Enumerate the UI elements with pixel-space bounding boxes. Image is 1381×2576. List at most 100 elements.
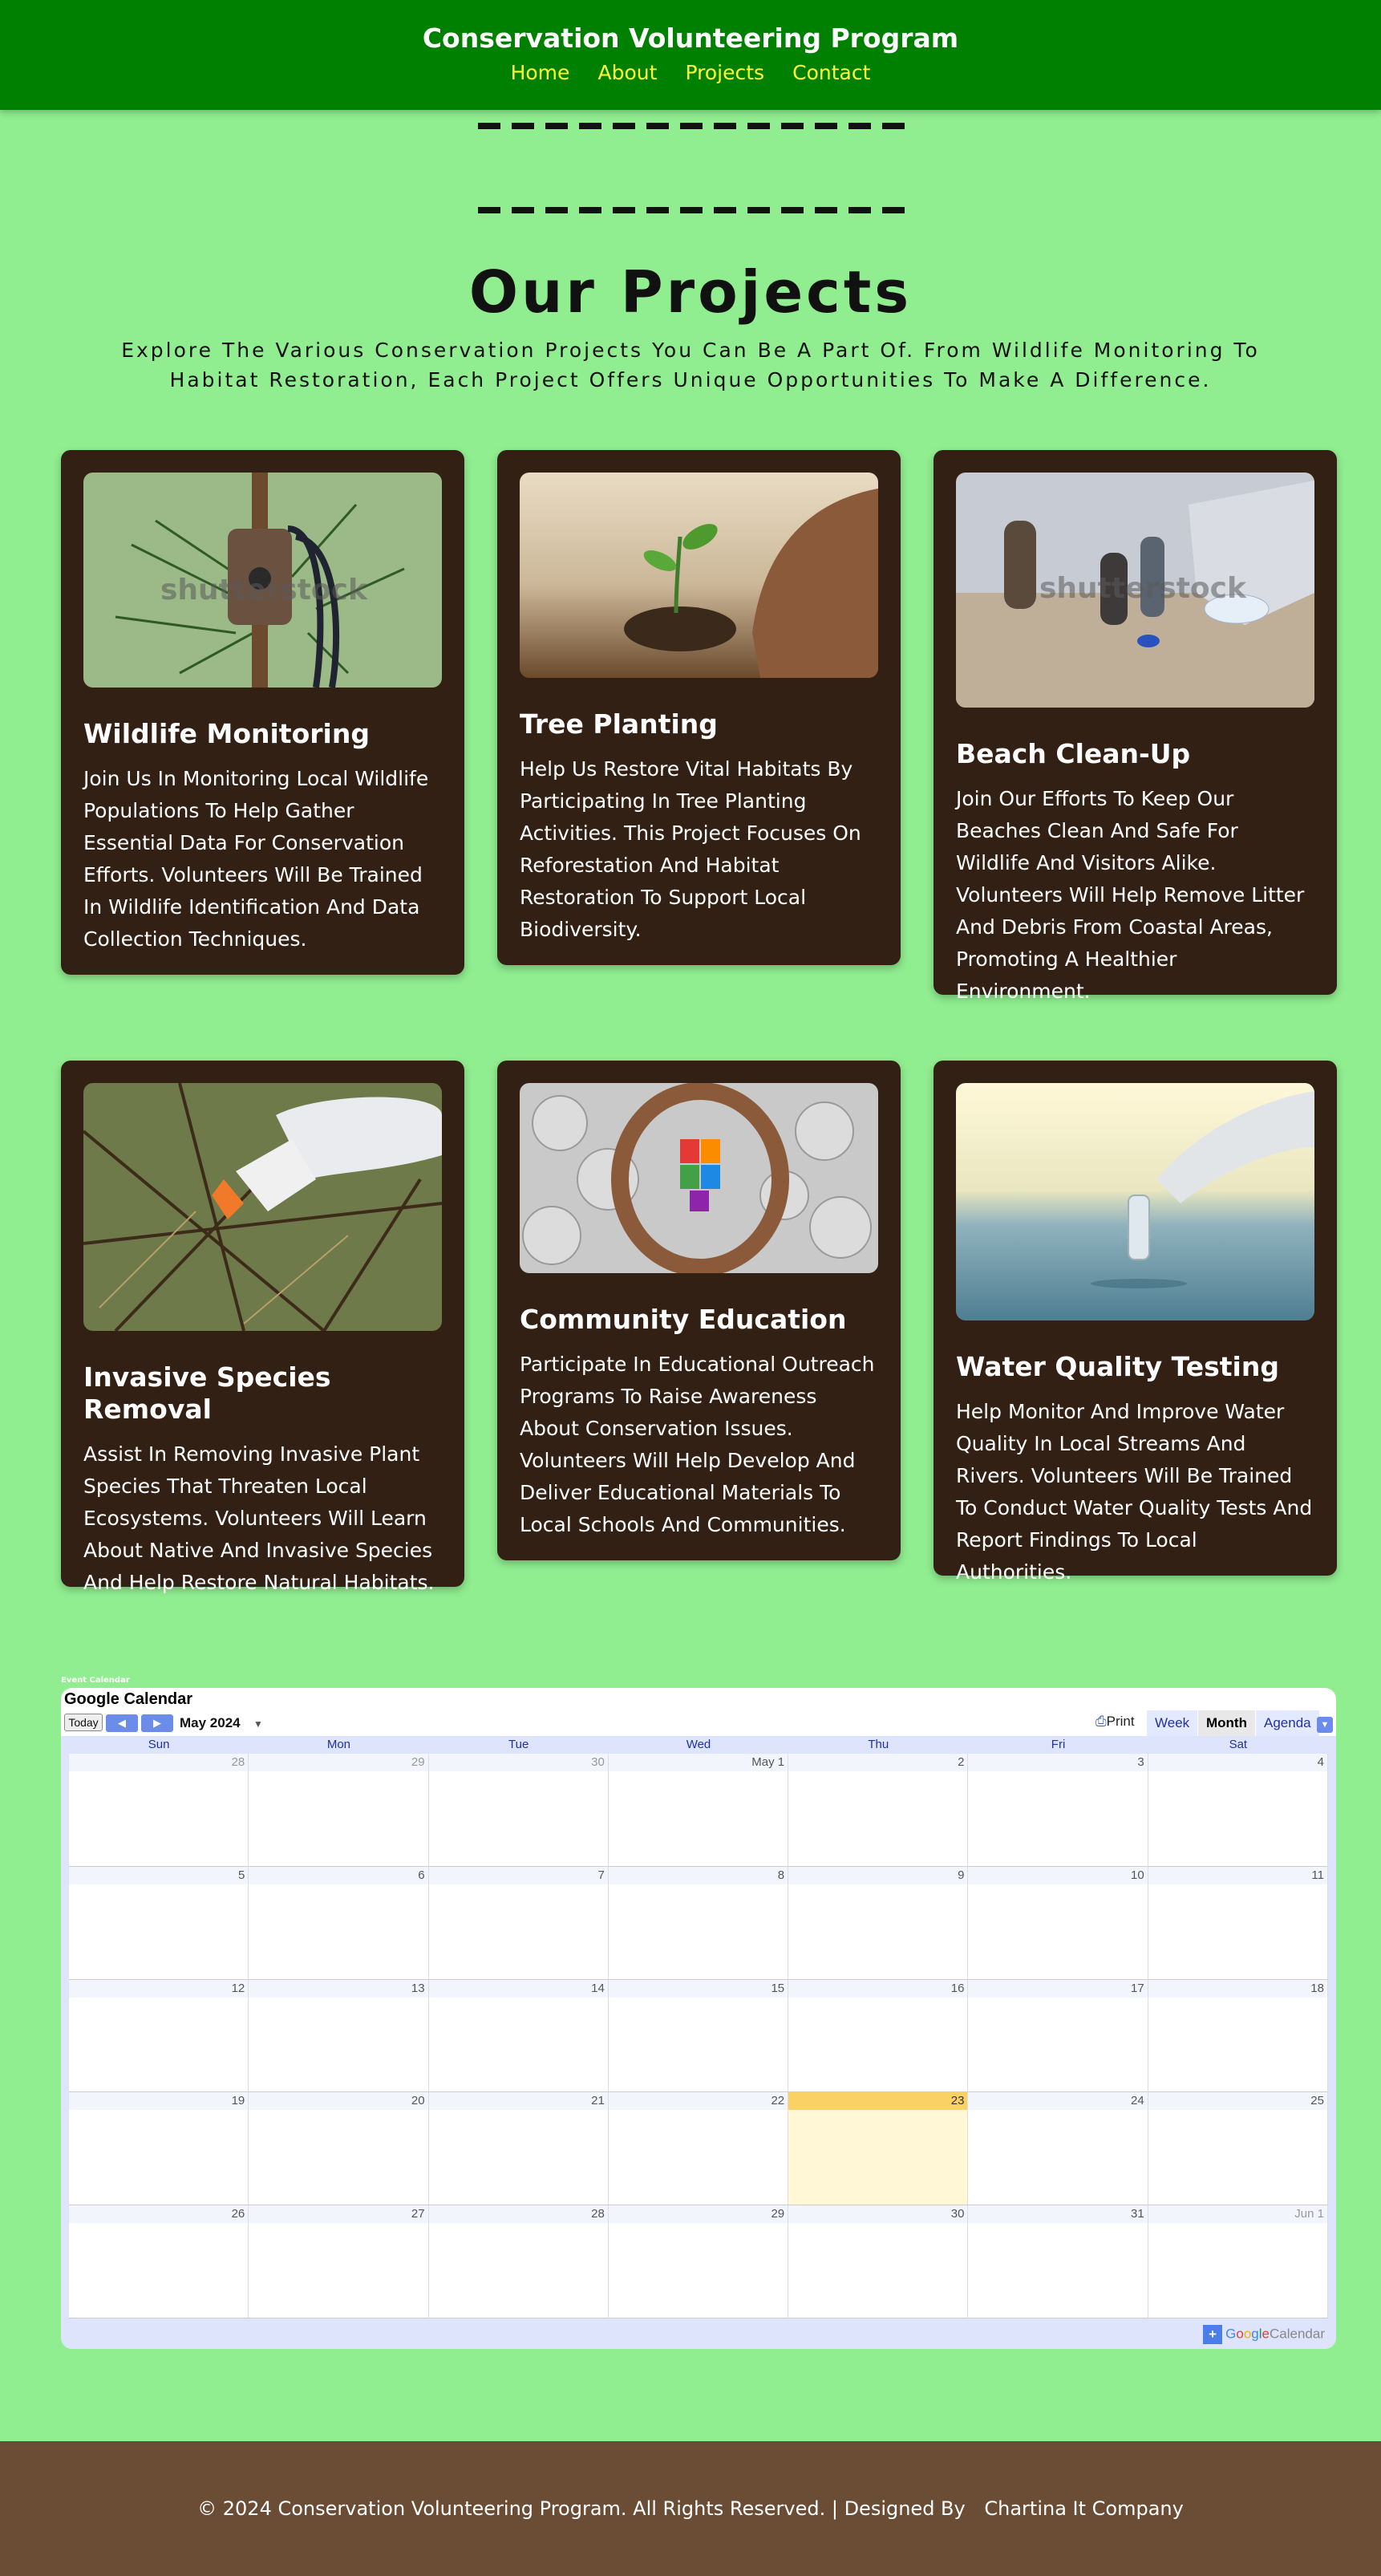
calendar-day-cell[interactable]: 20 bbox=[249, 2092, 429, 2206]
caret-down-icon: ▼ bbox=[1320, 1720, 1330, 1730]
calendar-day-cell[interactable]: 2 bbox=[788, 1754, 969, 1867]
weekday-label: Mon bbox=[326, 1738, 351, 1751]
weekday-label: Tue bbox=[508, 1738, 529, 1751]
calendar-day-cell[interactable]: 30 bbox=[788, 2205, 969, 2318]
day-number: 30 bbox=[788, 2205, 968, 2224]
calendar-day-cell[interactable]: 15 bbox=[608, 1979, 789, 2093]
month-view-tab[interactable]: Month bbox=[1198, 1710, 1255, 1736]
calendar-day-cell[interactable]: 28 bbox=[69, 1754, 249, 1867]
calendar-day-cell[interactable]: 8 bbox=[608, 1866, 789, 1980]
project-card-beach-clean-up[interactable]: shutterstock Beach Clean-Up Join Our Eff… bbox=[933, 450, 1337, 1003]
calendar-day-cell[interactable]: 30 bbox=[428, 1754, 609, 1867]
calendar-day-cell[interactable]: 5 bbox=[69, 1866, 249, 1980]
project-card-community-education[interactable]: Community Education Participate In Educa… bbox=[497, 1061, 901, 1560]
nav-projects-link[interactable]: Projects bbox=[685, 61, 765, 84]
calendar-day-cell[interactable]: 29 bbox=[608, 2205, 789, 2318]
day-number: 7 bbox=[428, 1866, 608, 1884]
calendar-day-cell[interactable]: 22 bbox=[608, 2092, 789, 2206]
card-title: Community Education bbox=[520, 1304, 847, 1335]
calendar-day-cell[interactable]: 7 bbox=[428, 1866, 609, 1980]
day-number: 4 bbox=[1148, 1754, 1327, 1771]
calendar-day-cell[interactable]: 13 bbox=[249, 1979, 429, 2093]
calendar-day-cell[interactable]: 11 bbox=[1148, 1866, 1328, 1980]
day-number: 2 bbox=[788, 1754, 968, 1771]
project-card-invasive-species-removal[interactable]: Invasive Species Removal Assist In Remov… bbox=[61, 1061, 464, 1594]
calendar-day-cell[interactable]: 23 bbox=[788, 2092, 969, 2206]
copyright-text: © 2024 Conservation Volunteering Program… bbox=[197, 2497, 966, 2520]
day-number: 28 bbox=[428, 2205, 608, 2224]
google-calendar-badge[interactable]: + GoogleCalendar bbox=[1203, 2325, 1325, 2344]
day-number: 25 bbox=[1148, 2092, 1327, 2111]
calendar-day-cell[interactable]: 25 bbox=[1148, 2092, 1328, 2206]
card-title: Wildlife Monitoring bbox=[83, 718, 370, 749]
calendar-day-cell[interactable]: 12 bbox=[69, 1979, 249, 2093]
current-month-label: May 2024 bbox=[180, 1715, 241, 1730]
site-footer: © 2024 Conservation Volunteering Program… bbox=[0, 2441, 1381, 2576]
card-title: Invasive Species Removal bbox=[83, 1361, 331, 1425]
card-title: Water Quality Testing bbox=[956, 1351, 1279, 1382]
calendar-day-cell[interactable]: 16 bbox=[788, 1979, 969, 2093]
google-calendar-embed: Google Calendar Today ◀ ▶ May 2024 ▼ ⎙Pr… bbox=[61, 1688, 1336, 2349]
calendar-caption: Event Calendar bbox=[61, 1676, 130, 1685]
day-number: 13 bbox=[249, 1979, 428, 1998]
calendar-day-cell[interactable]: 28 bbox=[428, 2205, 609, 2318]
day-number: Jun 1 bbox=[1148, 2205, 1327, 2224]
calendar-day-cell[interactable]: 24 bbox=[968, 2092, 1148, 2206]
project-card-water-quality-testing[interactable]: Water Quality Testing Help Monitor And I… bbox=[933, 1061, 1337, 1584]
card-description: Join Our Efforts To Keep Our Beaches Cle… bbox=[956, 787, 1305, 1003]
project-card-wildlife-monitoring[interactable]: shutterstock Wildlife Monitoring Join Us… bbox=[61, 450, 464, 975]
calendar-day-cell[interactable]: 3 bbox=[968, 1754, 1148, 1867]
seedling-image bbox=[520, 473, 878, 678]
calendar-day-cell[interactable]: 9 bbox=[788, 1866, 969, 1980]
google-logo: Google bbox=[1225, 2326, 1270, 2342]
chevron-right-icon: ▶ bbox=[153, 1717, 161, 1729]
calendar-day-cell[interactable]: 18 bbox=[1148, 1979, 1328, 2093]
month-picker-dropdown[interactable]: ▼ bbox=[253, 1718, 263, 1730]
card-title: Tree Planting bbox=[520, 708, 718, 740]
calendar-day-cell[interactable]: 31 bbox=[968, 2205, 1148, 2318]
community-hands-image bbox=[520, 1083, 878, 1273]
calendar-day-cell[interactable]: 21 bbox=[428, 2092, 609, 2206]
print-button[interactable]: ⎙Print bbox=[1095, 1714, 1135, 1730]
calendar-word: Calendar bbox=[1270, 2326, 1325, 2342]
calendar-day-cell[interactable]: 10 bbox=[968, 1866, 1148, 1980]
next-month-button[interactable]: ▶ bbox=[141, 1714, 173, 1732]
view-options-dropdown[interactable]: ▼ bbox=[1317, 1717, 1333, 1733]
calendar-day-cell[interactable]: 26 bbox=[69, 2205, 249, 2318]
footer-text: © 2024 Conservation Volunteering Program… bbox=[0, 2497, 1381, 2520]
calendar-day-cell[interactable]: 6 bbox=[249, 1866, 429, 1980]
day-number: 10 bbox=[968, 1866, 1148, 1884]
weekday-label: Sun bbox=[148, 1738, 170, 1751]
calendar-day-cell[interactable]: Jun 1 bbox=[1148, 2205, 1328, 2318]
day-number: 14 bbox=[428, 1979, 608, 1998]
agenda-view-tab[interactable]: Agenda bbox=[1256, 1710, 1319, 1736]
prev-month-button[interactable]: ◀ bbox=[106, 1714, 138, 1732]
site-title: Conservation Volunteering Program bbox=[422, 22, 959, 54]
day-number: 21 bbox=[428, 2092, 608, 2111]
today-button[interactable]: Today bbox=[64, 1714, 103, 1731]
calendar-day-cell[interactable]: May 1 bbox=[608, 1754, 789, 1867]
calendar-day-cell[interactable]: 29 bbox=[249, 1754, 429, 1867]
calendar-day-cell[interactable]: 14 bbox=[428, 1979, 609, 2093]
day-number: 9 bbox=[788, 1866, 968, 1884]
week-view-tab[interactable]: Week bbox=[1147, 1710, 1198, 1736]
projects-heading: Our Projects bbox=[468, 258, 913, 326]
day-number: 17 bbox=[968, 1979, 1148, 1998]
nav-about-link[interactable]: About bbox=[597, 61, 658, 84]
calendar-day-cell[interactable]: 17 bbox=[968, 1979, 1148, 2093]
nav-home-link[interactable]: Home bbox=[510, 61, 570, 84]
day-number: 28 bbox=[69, 1754, 249, 1771]
day-number: 22 bbox=[608, 2092, 788, 2111]
calendar-day-cell[interactable]: 27 bbox=[249, 2205, 429, 2318]
printer-icon: ⎙ bbox=[1095, 1714, 1107, 1729]
day-number: 12 bbox=[69, 1979, 249, 1998]
invasive-plant-removal-image bbox=[83, 1083, 442, 1331]
day-number: 29 bbox=[249, 1754, 428, 1771]
calendar-day-cell[interactable]: 19 bbox=[69, 2092, 249, 2206]
calendar-day-cell[interactable]: 4 bbox=[1148, 1754, 1328, 1867]
project-card-tree-planting[interactable]: Tree Planting Help Us Restore Vital Habi… bbox=[497, 450, 901, 965]
nav-contact-link[interactable]: Contact bbox=[792, 61, 871, 84]
day-number: 26 bbox=[69, 2205, 249, 2224]
designer-link[interactable]: Chartina It Company bbox=[984, 2497, 1184, 2520]
